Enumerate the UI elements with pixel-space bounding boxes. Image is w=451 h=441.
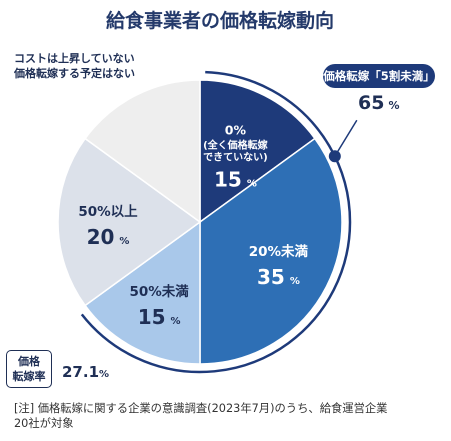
pass-through-rate-value: 27.1%	[62, 363, 109, 381]
slice-2-label-line-0: 50%未満	[129, 283, 189, 300]
footnote: [注] 価格転嫁に関する企業の意識調査(2023年7月)のうち、給食運営企業 2…	[14, 401, 444, 431]
slice-3-label-line-0: 50%以上	[78, 204, 138, 220]
chart-title: 給食事業者の価格転嫁動向	[106, 9, 334, 32]
pie-slice-3	[57, 137, 202, 307]
slice-1-value-unit: %	[290, 276, 300, 287]
pass-through-rate-label: 価格 転嫁率	[6, 350, 52, 388]
slice-0-value-unit: %	[247, 179, 257, 190]
rate-value-number: 27.1	[62, 363, 100, 381]
rate-label-line-2: 転嫁率	[12, 370, 46, 383]
footnote-line-1: [注] 価格転嫁に関する企業の意識調査(2023年7月)のうち、給食運営企業	[14, 402, 388, 415]
slice-0-label-line-0: 0%	[225, 123, 247, 138]
slice-1-label-line-0: 20%未満	[249, 243, 309, 260]
slice-3-value-unit: %	[119, 236, 129, 247]
slice-1-value-number: 35	[257, 265, 285, 289]
pie-slice-4	[84, 79, 201, 224]
slice-0-label-line-2: できていない)	[203, 152, 268, 164]
rate-value-unit: %	[99, 369, 110, 380]
slice-2-value-number: 15	[138, 305, 166, 329]
pie-slices	[57, 79, 343, 365]
callout-label: 価格転嫁「5割未満」	[323, 64, 435, 88]
rate-label-line-1: 価格	[18, 355, 40, 368]
pie-slice-1	[199, 137, 343, 365]
callout-arc	[80, 70, 352, 374]
slice-0-label-line-1: (全く価格転嫁	[203, 139, 268, 152]
pie-slice-0	[199, 79, 316, 224]
no-pass-through-label-line-1: コストは上昇していない	[14, 52, 135, 65]
footnote-line-2: 20社が対象	[14, 417, 74, 430]
pie-slice-2	[84, 220, 201, 365]
slice-3-value: 20%	[87, 225, 130, 249]
callout-value: 65%	[358, 92, 399, 114]
callout-connector	[334, 119, 358, 157]
no-pass-through-label-line-2: 価格転嫁する予定はない	[14, 67, 135, 80]
slice-2-value-unit: %	[171, 316, 181, 327]
slice-3-value-number: 20	[87, 225, 115, 249]
callout-value-number: 65	[358, 92, 385, 114]
slice-1-value: 35%	[257, 265, 300, 289]
slice-2-value: 15%	[138, 305, 181, 329]
no-pass-through-label: コストは上昇していない 価格転嫁する予定はない	[14, 51, 164, 81]
slice-0-value: 15%	[214, 168, 257, 192]
slice-0-value-number: 15	[214, 168, 242, 192]
callout-value-unit: %	[388, 99, 400, 112]
